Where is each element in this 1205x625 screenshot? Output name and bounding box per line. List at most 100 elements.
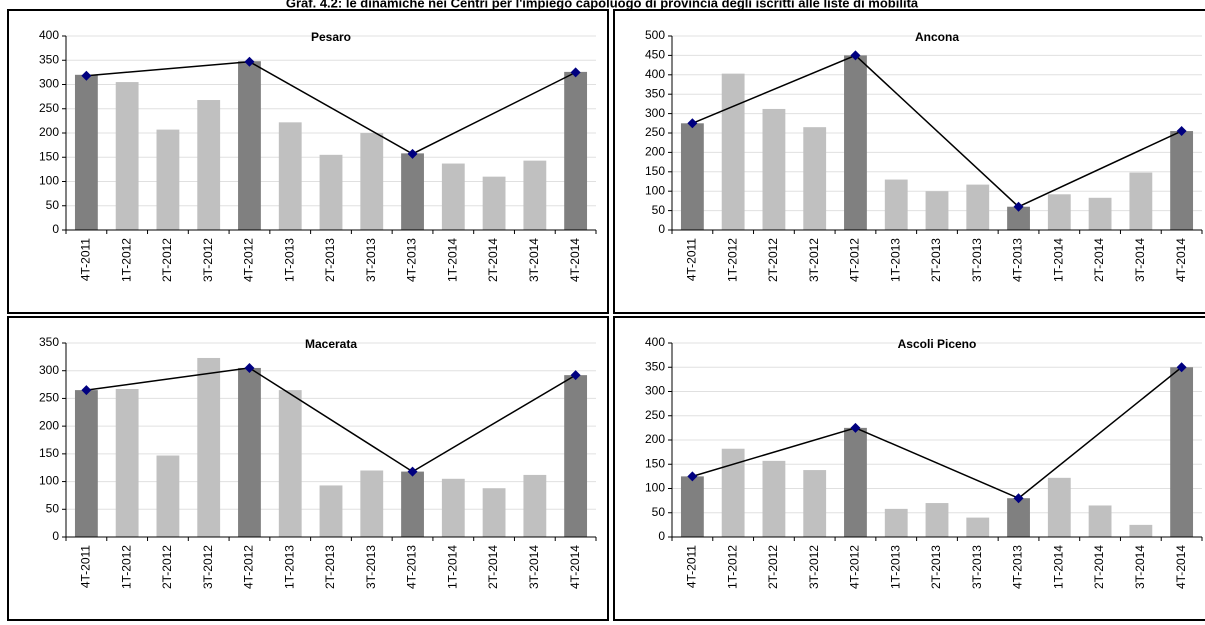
bar — [523, 474, 547, 537]
bar — [925, 191, 949, 230]
bar — [1129, 524, 1153, 537]
panel-title: Macerata — [305, 337, 357, 351]
panel-border — [613, 316, 1205, 621]
y-tick-label: 200 — [39, 418, 59, 432]
x-tick-label: 3T-2013 — [970, 545, 984, 589]
y-tick-label: 350 — [645, 359, 665, 373]
y-tick-label: 200 — [39, 125, 59, 139]
line — [86, 60, 576, 155]
line-marker — [81, 70, 92, 81]
y-tick-label: 50 — [46, 501, 60, 515]
bar — [319, 485, 343, 537]
x-tick-label: 3T-2012 — [807, 545, 821, 589]
x-tick-label: 2T-2014 — [1092, 238, 1106, 282]
y-tick-label: 200 — [645, 145, 665, 159]
line — [692, 366, 1183, 500]
y-tick-label: 250 — [645, 408, 665, 422]
x-tick-label: 3T-2012 — [201, 545, 215, 589]
y-tick-label: 500 — [645, 28, 665, 42]
bar — [238, 61, 261, 230]
bar — [523, 160, 547, 230]
bar — [278, 122, 302, 230]
line-marker — [570, 67, 581, 78]
line-marker — [687, 471, 698, 482]
line-marker — [407, 466, 418, 477]
x-tick-label: 4T-2012 — [848, 545, 862, 589]
x-tick-label: 1T-2014 — [1051, 238, 1065, 282]
bar — [401, 471, 424, 537]
y-tick-label: 50 — [46, 198, 60, 212]
line-marker — [1176, 126, 1187, 137]
x-tick-label: 3T-2012 — [807, 238, 821, 282]
bar — [115, 389, 139, 537]
bar — [966, 184, 990, 230]
x-tick-label: 1T-2013 — [282, 545, 296, 589]
bar — [925, 503, 949, 537]
bar — [884, 179, 908, 230]
line-marker — [407, 148, 418, 159]
x-tick-label: 4T-2012 — [242, 238, 256, 282]
y-tick-label: 400 — [645, 335, 665, 349]
x-tick-label: 4T-2011 — [79, 238, 93, 281]
panel-border — [7, 316, 609, 621]
line-marker — [244, 56, 255, 67]
y-tick-label: 300 — [39, 77, 59, 91]
x-tick-label: 2T-2012 — [766, 238, 780, 282]
x-tick-label: 4T-2013 — [1011, 238, 1025, 282]
bar — [74, 390, 98, 537]
y-tick-label: 150 — [645, 164, 665, 178]
y-tick-label: 250 — [39, 391, 59, 405]
bar — [1007, 206, 1030, 230]
x-tick-label: 2T-2014 — [1092, 545, 1106, 589]
x-tick-label: 2T-2013 — [323, 545, 337, 589]
x-tick-label: 3T-2013 — [970, 238, 984, 282]
y-tick-label: 100 — [645, 183, 665, 197]
x-tick-label: 2T-2014 — [486, 545, 500, 589]
x-tick-label: 2T-2013 — [929, 238, 943, 282]
panel-title: Ancona — [915, 30, 959, 44]
line-marker — [570, 370, 581, 381]
y-tick-label: 100 — [39, 474, 59, 488]
y-tick-label: 50 — [652, 203, 666, 217]
bar — [966, 517, 990, 537]
bar — [156, 129, 180, 230]
x-tick-label: 1T-2012 — [725, 545, 739, 589]
line-marker — [1013, 201, 1024, 212]
y-tick-label: 300 — [39, 363, 59, 377]
x-tick-label: 4T-2013 — [1011, 545, 1025, 589]
x-tick-label: 1T-2014 — [445, 545, 459, 589]
y-tick-label: 350 — [39, 52, 59, 66]
bar — [1170, 131, 1194, 230]
bar — [74, 74, 98, 230]
page-title: Graf. 4.2: le dinamiche nei Centri per l… — [286, 0, 919, 10]
x-tick-label: 4T-2011 — [685, 545, 699, 588]
x-tick-label: 4T-2014 — [1174, 545, 1188, 589]
y-tick-label: 400 — [645, 67, 665, 81]
x-tick-label: 4T-2014 — [1174, 238, 1188, 282]
line — [692, 54, 1182, 208]
y-tick-label: 0 — [52, 222, 59, 236]
line — [86, 367, 576, 473]
x-tick-label: 2T-2014 — [486, 238, 500, 282]
bar — [360, 470, 384, 537]
y-tick-label: 400 — [39, 28, 59, 42]
bar — [884, 508, 908, 537]
bar — [238, 367, 261, 537]
panel-title: Ascoli Piceno — [898, 337, 977, 351]
bar — [564, 71, 588, 230]
bar — [156, 455, 180, 537]
x-tick-label: 3T-2013 — [364, 545, 378, 589]
bar — [762, 108, 786, 230]
x-tick-label: 1T-2014 — [445, 238, 459, 282]
x-tick-label: 3T-2012 — [201, 238, 215, 282]
y-tick-label: 100 — [39, 174, 59, 188]
y-tick-label: 100 — [645, 481, 665, 495]
bar — [441, 163, 465, 230]
y-tick-label: 350 — [645, 86, 665, 100]
bar — [564, 375, 588, 537]
bar — [844, 55, 867, 231]
bar — [803, 127, 827, 230]
bar — [1007, 498, 1030, 537]
x-tick-label: 4T-2012 — [848, 238, 862, 282]
x-tick-label: 4T-2014 — [568, 545, 582, 589]
